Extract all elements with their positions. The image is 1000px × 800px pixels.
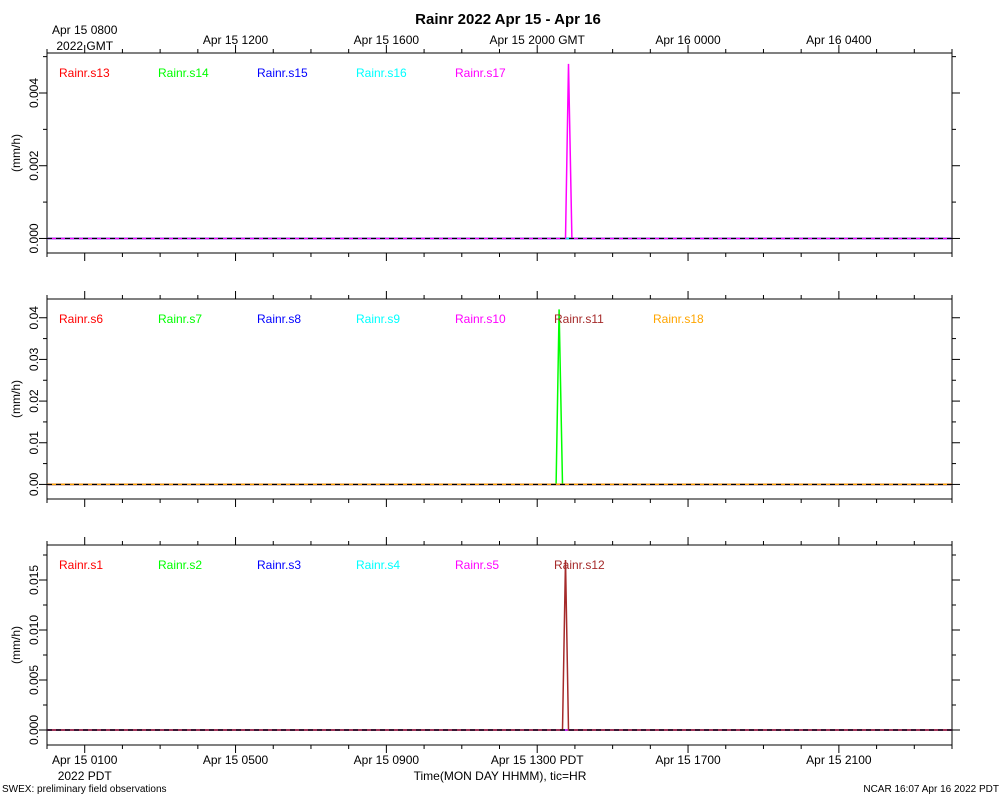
y-tick-label: 0.002 xyxy=(27,150,41,180)
bottom-tick-label: Apr 15 0500 xyxy=(203,753,269,767)
y-axis-label: (mm/h) xyxy=(9,134,23,172)
top-tick-label: Apr 16 0400 xyxy=(806,33,872,47)
legend-item: Rainr.s12 xyxy=(554,558,605,572)
y-tick-label: 0.005 xyxy=(27,665,41,695)
y-tick-label: 0.02 xyxy=(27,389,41,413)
legend-item: Rainr.s9 xyxy=(356,312,400,326)
panel-2: 0.00 0.01 0.02 0.03 0.04 (mm/h) Rainr.s6 Rainr.… xyxy=(9,291,960,507)
bottom-tick-label: Apr 15 1300 PDT xyxy=(491,753,584,767)
y-axis-label: (mm/h) xyxy=(9,380,23,418)
legend-item: Rainr.s8 xyxy=(257,312,301,326)
legend-item: Rainr.s18 xyxy=(653,312,704,326)
legend-item: Rainr.s3 xyxy=(257,558,301,572)
y-tick-label: 0.04 xyxy=(27,306,41,330)
top-tick-label: Apr 15 1600 xyxy=(354,33,420,47)
footer-right: NCAR 16:07 Apr 16 2022 PDT xyxy=(863,784,999,795)
series-line-rainr-s7 xyxy=(47,309,952,486)
legend-item: Rainr.s15 xyxy=(257,66,308,80)
panel-frame xyxy=(46,52,953,254)
legend-item: Rainr.s10 xyxy=(455,312,506,326)
panel-3: 0.000 0.005 0.010 0.015 (mm/h) Rainr.s1 Rainr.… xyxy=(9,537,960,753)
chart-title: Rainr 2022 Apr 15 - Apr 16 xyxy=(415,11,601,28)
bottom-tick-label: Apr 15 0100 xyxy=(52,753,118,767)
legend-item: Rainr.s6 xyxy=(59,312,103,326)
top-tick-label: Apr 15 0800 xyxy=(52,23,118,37)
series-line-rainr-s17 xyxy=(47,63,952,240)
y-axis-label: (mm/h) xyxy=(9,626,23,664)
top-tick-label: Apr 16 0000 xyxy=(655,33,721,47)
y-tick-label: 0.010 xyxy=(27,615,41,645)
bottom-axis-labels: Apr 15 0100 2022 PDT Apr 15 0500 Apr 15 090… xyxy=(52,753,872,783)
top-tick-label: Apr 15 2000 GMT xyxy=(490,33,586,47)
panel-1: 0.000 0.002 0.004 (mm/h) Rainr.s13 Rainr.s14 R… xyxy=(9,45,960,261)
legend-item: Rainr.s17 xyxy=(455,66,506,80)
legend-item: Rainr.s4 xyxy=(356,558,400,572)
legend-item: Rainr.s7 xyxy=(158,312,202,326)
top-tick-label: Apr 15 1200 xyxy=(203,33,269,47)
bottom-tick-label: Apr 15 0900 xyxy=(354,753,420,767)
legend-item: Rainr.s5 xyxy=(455,558,499,572)
legend-item: Rainr.s11 xyxy=(554,312,604,326)
y-tick-label: 0.000 xyxy=(27,223,41,253)
y-tick-label: 0.01 xyxy=(27,431,41,455)
y-tick-label: 0.03 xyxy=(27,347,41,371)
legend-item: Rainr.s16 xyxy=(356,66,407,80)
legend-item: Rainr.s2 xyxy=(158,558,202,572)
y-tick-label: 0.015 xyxy=(27,565,41,595)
y-tick-label: 0.004 xyxy=(27,78,41,108)
bottom-tick-label: 2022 PDT xyxy=(58,769,113,783)
x-axis-label: Time(MON DAY HHMM), tic=HR xyxy=(414,769,587,783)
y-tick-label: 0.00 xyxy=(27,472,41,496)
legend-item: Rainr.s13 xyxy=(59,66,110,80)
legend-item: Rainr.s1 xyxy=(59,558,103,572)
panel-frame xyxy=(46,298,953,500)
bottom-tick-label: Apr 15 2100 xyxy=(806,753,872,767)
panel-frame xyxy=(46,544,953,746)
footer-left: SWEX: preliminary field observations xyxy=(2,784,167,795)
series-line-rainr-s12 xyxy=(47,559,952,731)
bottom-tick-label: Apr 15 1700 xyxy=(655,753,721,767)
y-tick-label: 0.000 xyxy=(27,715,41,745)
legend-item: Rainr.s14 xyxy=(158,66,209,80)
chart-panels: 0.000 0.002 0.004 (mm/h) Rainr.s13 Rainr.s14 R… xyxy=(9,45,960,753)
